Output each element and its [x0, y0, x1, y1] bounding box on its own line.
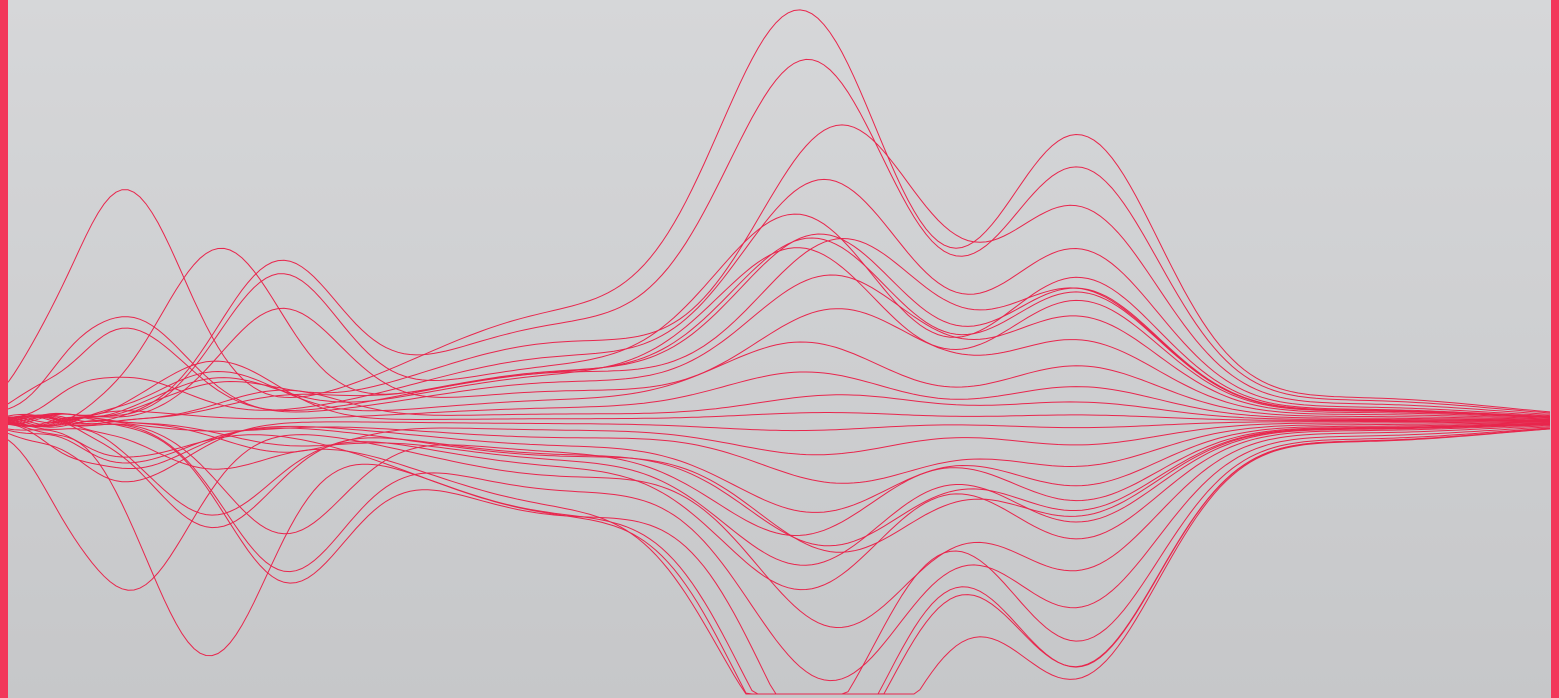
wave-line	[8, 420, 1550, 483]
wave-line	[8, 237, 1551, 418]
wave-line	[8, 213, 1551, 428]
wave-line	[8, 416, 1550, 456]
wave-line	[8, 274, 1551, 419]
wave-line	[8, 416, 1551, 695]
wave-line	[8, 415, 1551, 695]
wave-line	[8, 178, 1551, 418]
wave-line	[8, 124, 1551, 426]
wave-line	[8, 58, 1551, 423]
wave-line	[8, 422, 1551, 513]
wave-line	[8, 389, 1550, 425]
wave-line	[8, 419, 1551, 591]
wave-line	[8, 307, 1551, 428]
wave-line	[8, 233, 1551, 424]
wave-line	[8, 9, 1551, 413]
waveform-graphic	[8, 9, 1551, 695]
wave-line	[8, 428, 1551, 695]
wave-line	[8, 418, 1551, 484]
wave-line	[8, 371, 1550, 421]
wave-line	[8, 360, 1550, 424]
wave-line	[8, 416, 1551, 566]
wave-line	[8, 425, 1551, 629]
wave-line	[8, 421, 1551, 695]
wave-line	[8, 415, 1551, 537]
wave-line	[8, 341, 1551, 427]
wave-line	[8, 415, 1551, 682]
wave-line	[8, 416, 1551, 547]
